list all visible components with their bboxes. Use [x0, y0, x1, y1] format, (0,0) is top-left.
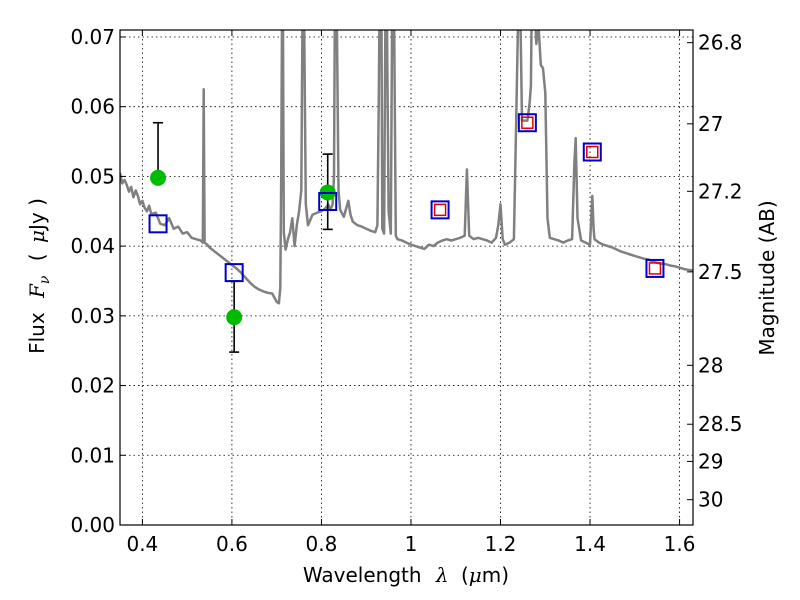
model-point-red: [586, 145, 599, 159]
model-point-blue: [148, 214, 168, 234]
y-tick-label: 0.06: [70, 95, 115, 119]
model-point-blue: [517, 113, 537, 133]
y2-tick-label: 28: [698, 353, 723, 377]
y-tick-label: 0.05: [70, 164, 115, 188]
y-axis-left-title: Flux Fν ( μJy ): [25, 198, 54, 354]
y2-tick-label: 27.2: [698, 179, 743, 203]
y2-tick-label: 30: [698, 488, 723, 512]
x-tick-label: 0.8: [306, 532, 338, 556]
model-point-red: [433, 203, 447, 217]
model-point-blue: [224, 263, 244, 283]
y-tick-label: 0.04: [70, 234, 115, 258]
y-tick-label: 0.02: [70, 374, 115, 398]
y2-tick-label: 27.5: [698, 260, 743, 284]
model-point-red: [648, 262, 662, 275]
x-tick-label: 1.4: [574, 532, 606, 556]
marker-layer: [148, 113, 665, 353]
y-tick-label: 0.03: [70, 304, 115, 328]
y-tick-label: 0.01: [70, 443, 115, 467]
model-point-blue: [582, 142, 602, 162]
model-point-blue: [645, 258, 665, 278]
observed-point: [226, 309, 243, 326]
y2-tick-label: 27: [698, 112, 723, 136]
y-axis-right-title: Magnitude (AB): [755, 200, 779, 355]
y2-tick-label: 28.5: [698, 412, 743, 436]
ticks: 0.4 0.6 0.8 1 1.2 1.4 1.6 0.00 0.01 0.02 0.03 0.04 0…: [70, 25, 742, 556]
spectrum-layer: [120, 30, 693, 305]
y-tick-label: 0.00: [70, 513, 115, 537]
spectrum-line: [120, 30, 693, 305]
y2-tick-label: 26.8: [698, 31, 743, 55]
observed-point: [150, 169, 167, 186]
x-tick-label: 0.6: [216, 532, 248, 556]
x-axis-title: Wavelength λ (μm): [303, 563, 509, 587]
model-point-red: [521, 116, 534, 129]
y2-tick-label: 29: [698, 449, 723, 473]
model-point-blue: [318, 192, 338, 212]
x-tick-label: 1.6: [664, 532, 696, 556]
model-point-blue: [430, 200, 450, 220]
y-tick-label: 0.07: [70, 25, 115, 49]
plot-frame: [119, 29, 694, 526]
x-tick-label: 1: [405, 532, 418, 556]
x-tick-label: 1.2: [485, 532, 517, 556]
grid: [120, 30, 693, 526]
x-tick-label: 0.4: [126, 532, 158, 556]
